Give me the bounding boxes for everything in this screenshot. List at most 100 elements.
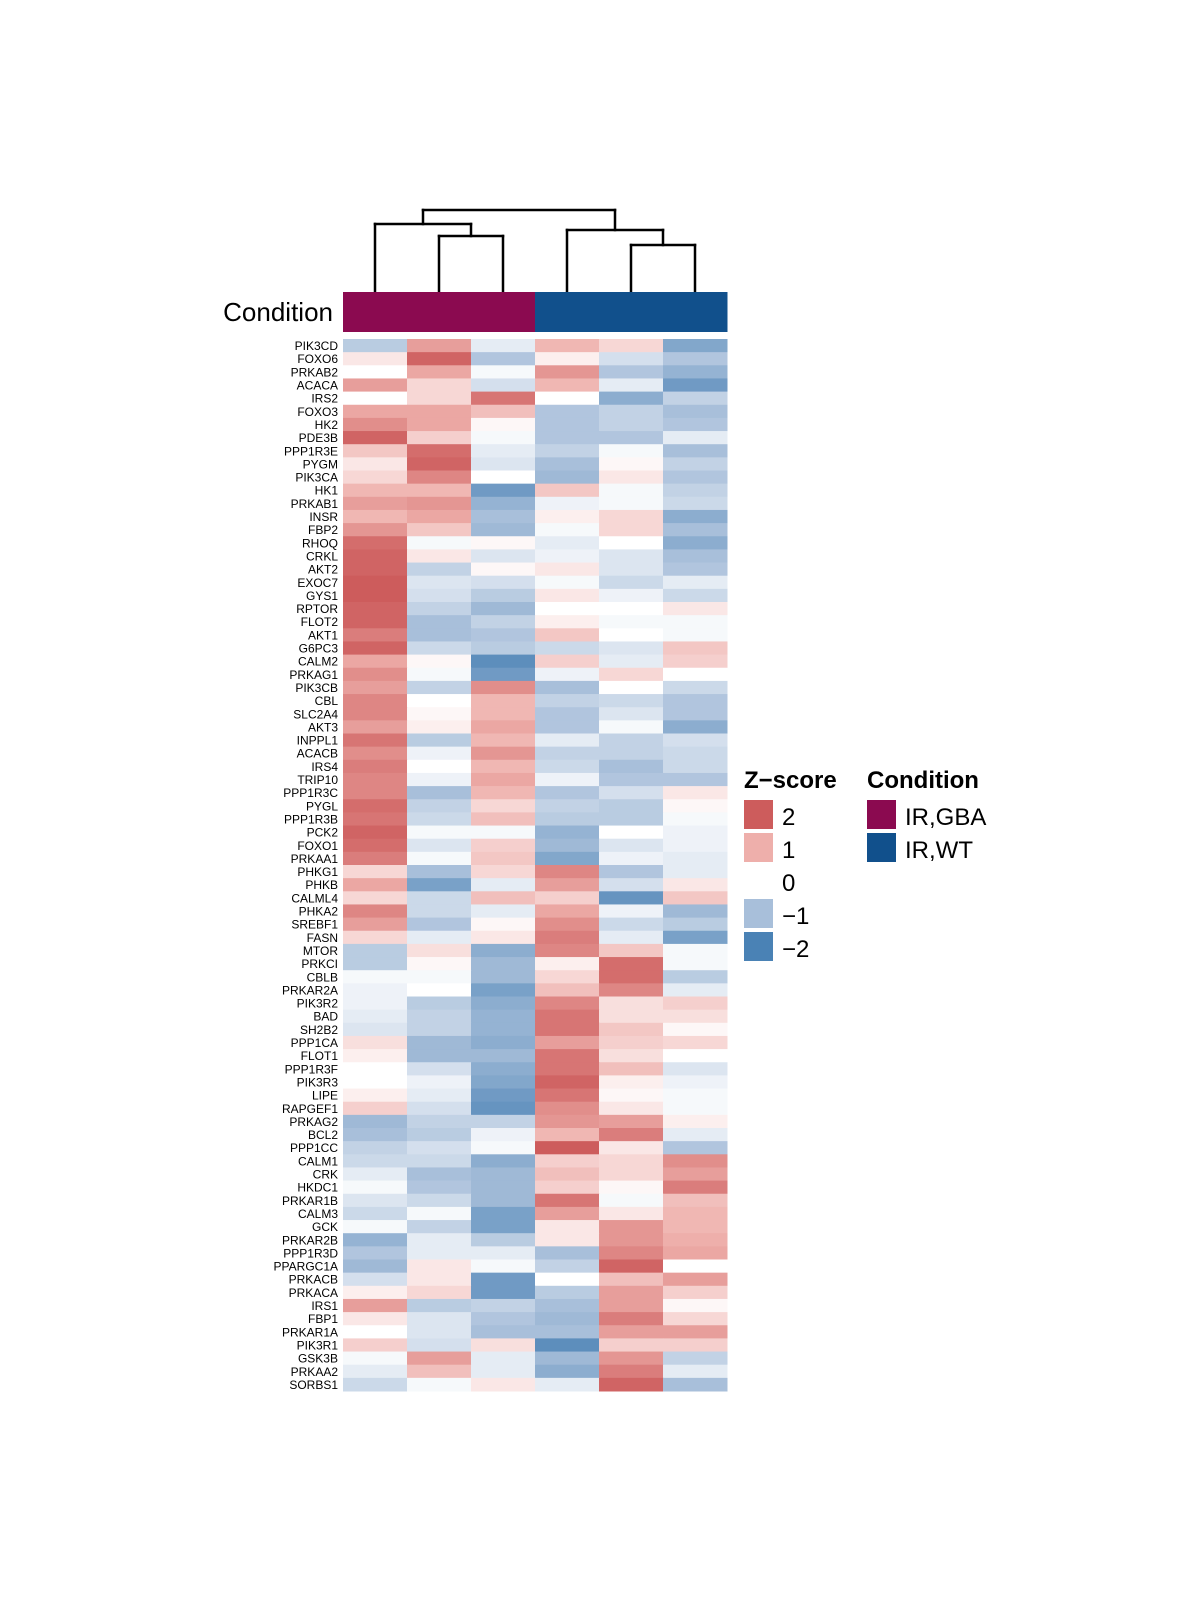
gene-label: SLC2A4: [293, 707, 338, 721]
heatmap-cell: [663, 523, 728, 537]
heatmap-cell: [407, 1193, 472, 1208]
heatmap-cell: [471, 878, 536, 892]
heatmap-cell: [599, 838, 664, 853]
heatmap-cell: [663, 1035, 728, 1050]
heatmap-cell: [343, 391, 408, 406]
heatmap-cell: [343, 1338, 408, 1353]
heatmap-cell: [407, 996, 472, 1011]
heatmap-cell: [407, 799, 472, 813]
heatmap-cell: [663, 1285, 728, 1300]
heatmap-cell: [599, 746, 664, 761]
heatmap-cell: [599, 523, 664, 537]
condition-annotation-cell: [663, 292, 728, 332]
heatmap-cell: [407, 470, 472, 485]
zscore-legend-label: −1: [782, 903, 809, 930]
heatmap-cell: [599, 680, 664, 695]
heatmap-cell: [663, 457, 728, 471]
heatmap-cell: [535, 838, 600, 853]
heatmap-cell: [471, 365, 536, 379]
heatmap-cell: [663, 957, 728, 971]
gene-label: CALM1: [298, 1154, 338, 1168]
heatmap-cell: [599, 943, 664, 958]
heatmap-cell: [343, 641, 408, 656]
heatmap-cell: [343, 680, 408, 695]
heatmap-cell: [343, 1128, 408, 1142]
heatmap-cell: [599, 825, 664, 840]
heatmap-cell: [663, 391, 728, 406]
heatmap-cell: [535, 1154, 600, 1168]
heatmap-cell: [663, 1154, 728, 1168]
gene-label: EXOC7: [297, 576, 338, 590]
heatmap-cell: [535, 1233, 600, 1247]
heatmap-cell: [663, 404, 728, 419]
heatmap-cell: [471, 1285, 536, 1300]
condition-annotation-cell: [599, 292, 664, 332]
heatmap-cell: [471, 1180, 536, 1195]
heatmap-cell: [663, 483, 728, 498]
gene-label: AKT3: [308, 720, 338, 734]
heatmap-cell: [535, 628, 600, 642]
gene-label: PPP1CA: [291, 1036, 338, 1050]
gene-label: MTOR: [303, 944, 338, 958]
heatmap-cell: [471, 431, 536, 445]
heatmap-cell: [599, 404, 664, 419]
heatmap-cell: [535, 772, 600, 787]
gene-label: PPP1R3D: [283, 1246, 338, 1260]
heatmap-cell: [535, 694, 600, 708]
heatmap-cell: [343, 1062, 408, 1076]
heatmap-cell: [663, 352, 728, 366]
gene-label: PIK3R3: [297, 1075, 339, 1089]
heatmap-cell: [471, 1167, 536, 1182]
zscore-legend-label: 1: [782, 837, 795, 864]
heatmap-cell: [343, 1312, 408, 1326]
heatmap-cell: [663, 1298, 728, 1313]
gene-label: PDE3B: [299, 431, 338, 445]
heatmap-cell: [343, 957, 408, 971]
heatmap-cell: [535, 1128, 600, 1142]
heatmap-cell: [663, 1141, 728, 1155]
heatmap-cell: [663, 1206, 728, 1221]
heatmap-cell: [535, 404, 600, 419]
heatmap-cell: [407, 549, 472, 564]
heatmap-cell: [471, 562, 536, 577]
heatmap-cell: [535, 470, 600, 485]
heatmap-cell: [599, 1233, 664, 1247]
heatmap-cell: [471, 378, 536, 393]
heatmap-cell: [663, 772, 728, 787]
heatmap-cell: [599, 720, 664, 734]
heatmap-cell: [471, 1128, 536, 1142]
heatmap-cell: [535, 457, 600, 471]
heatmap-cell: [663, 1180, 728, 1195]
heatmap-cell: [343, 1298, 408, 1313]
heatmap-cell: [663, 667, 728, 682]
heatmap-cell: [471, 1259, 536, 1274]
heatmap-cell: [663, 1325, 728, 1339]
gene-label: PRKAB2: [291, 365, 339, 379]
heatmap-cell: [663, 1364, 728, 1379]
heatmap-cell: [599, 891, 664, 905]
heatmap-cell: [407, 1325, 472, 1339]
heatmap-cell: [599, 1035, 664, 1050]
heatmap-cell: [471, 444, 536, 458]
gene-label: RHOQ: [302, 536, 338, 550]
heatmap-cell: [471, 851, 536, 866]
heatmap-cell: [407, 523, 472, 537]
heatmap-cell: [535, 865, 600, 879]
heatmap-cell: [471, 1022, 536, 1037]
heatmap-cell: [471, 339, 536, 353]
heatmap-cell: [471, 917, 536, 932]
heatmap-cell: [663, 1022, 728, 1037]
heatmap-cell: [663, 891, 728, 905]
heatmap-cell: [599, 1272, 664, 1287]
heatmap-cell: [407, 378, 472, 393]
heatmap-cell: [471, 1075, 536, 1090]
heatmap-cell: [663, 470, 728, 485]
heatmap-cell: [535, 444, 600, 458]
heatmap-cell: [343, 483, 408, 498]
heatmap-cell: [535, 1167, 600, 1182]
heatmap-cell: [343, 431, 408, 445]
heatmap-cell: [535, 378, 600, 393]
heatmap-cell: [407, 588, 472, 603]
heatmap-cell: [599, 851, 664, 866]
heatmap-cell: [663, 812, 728, 827]
